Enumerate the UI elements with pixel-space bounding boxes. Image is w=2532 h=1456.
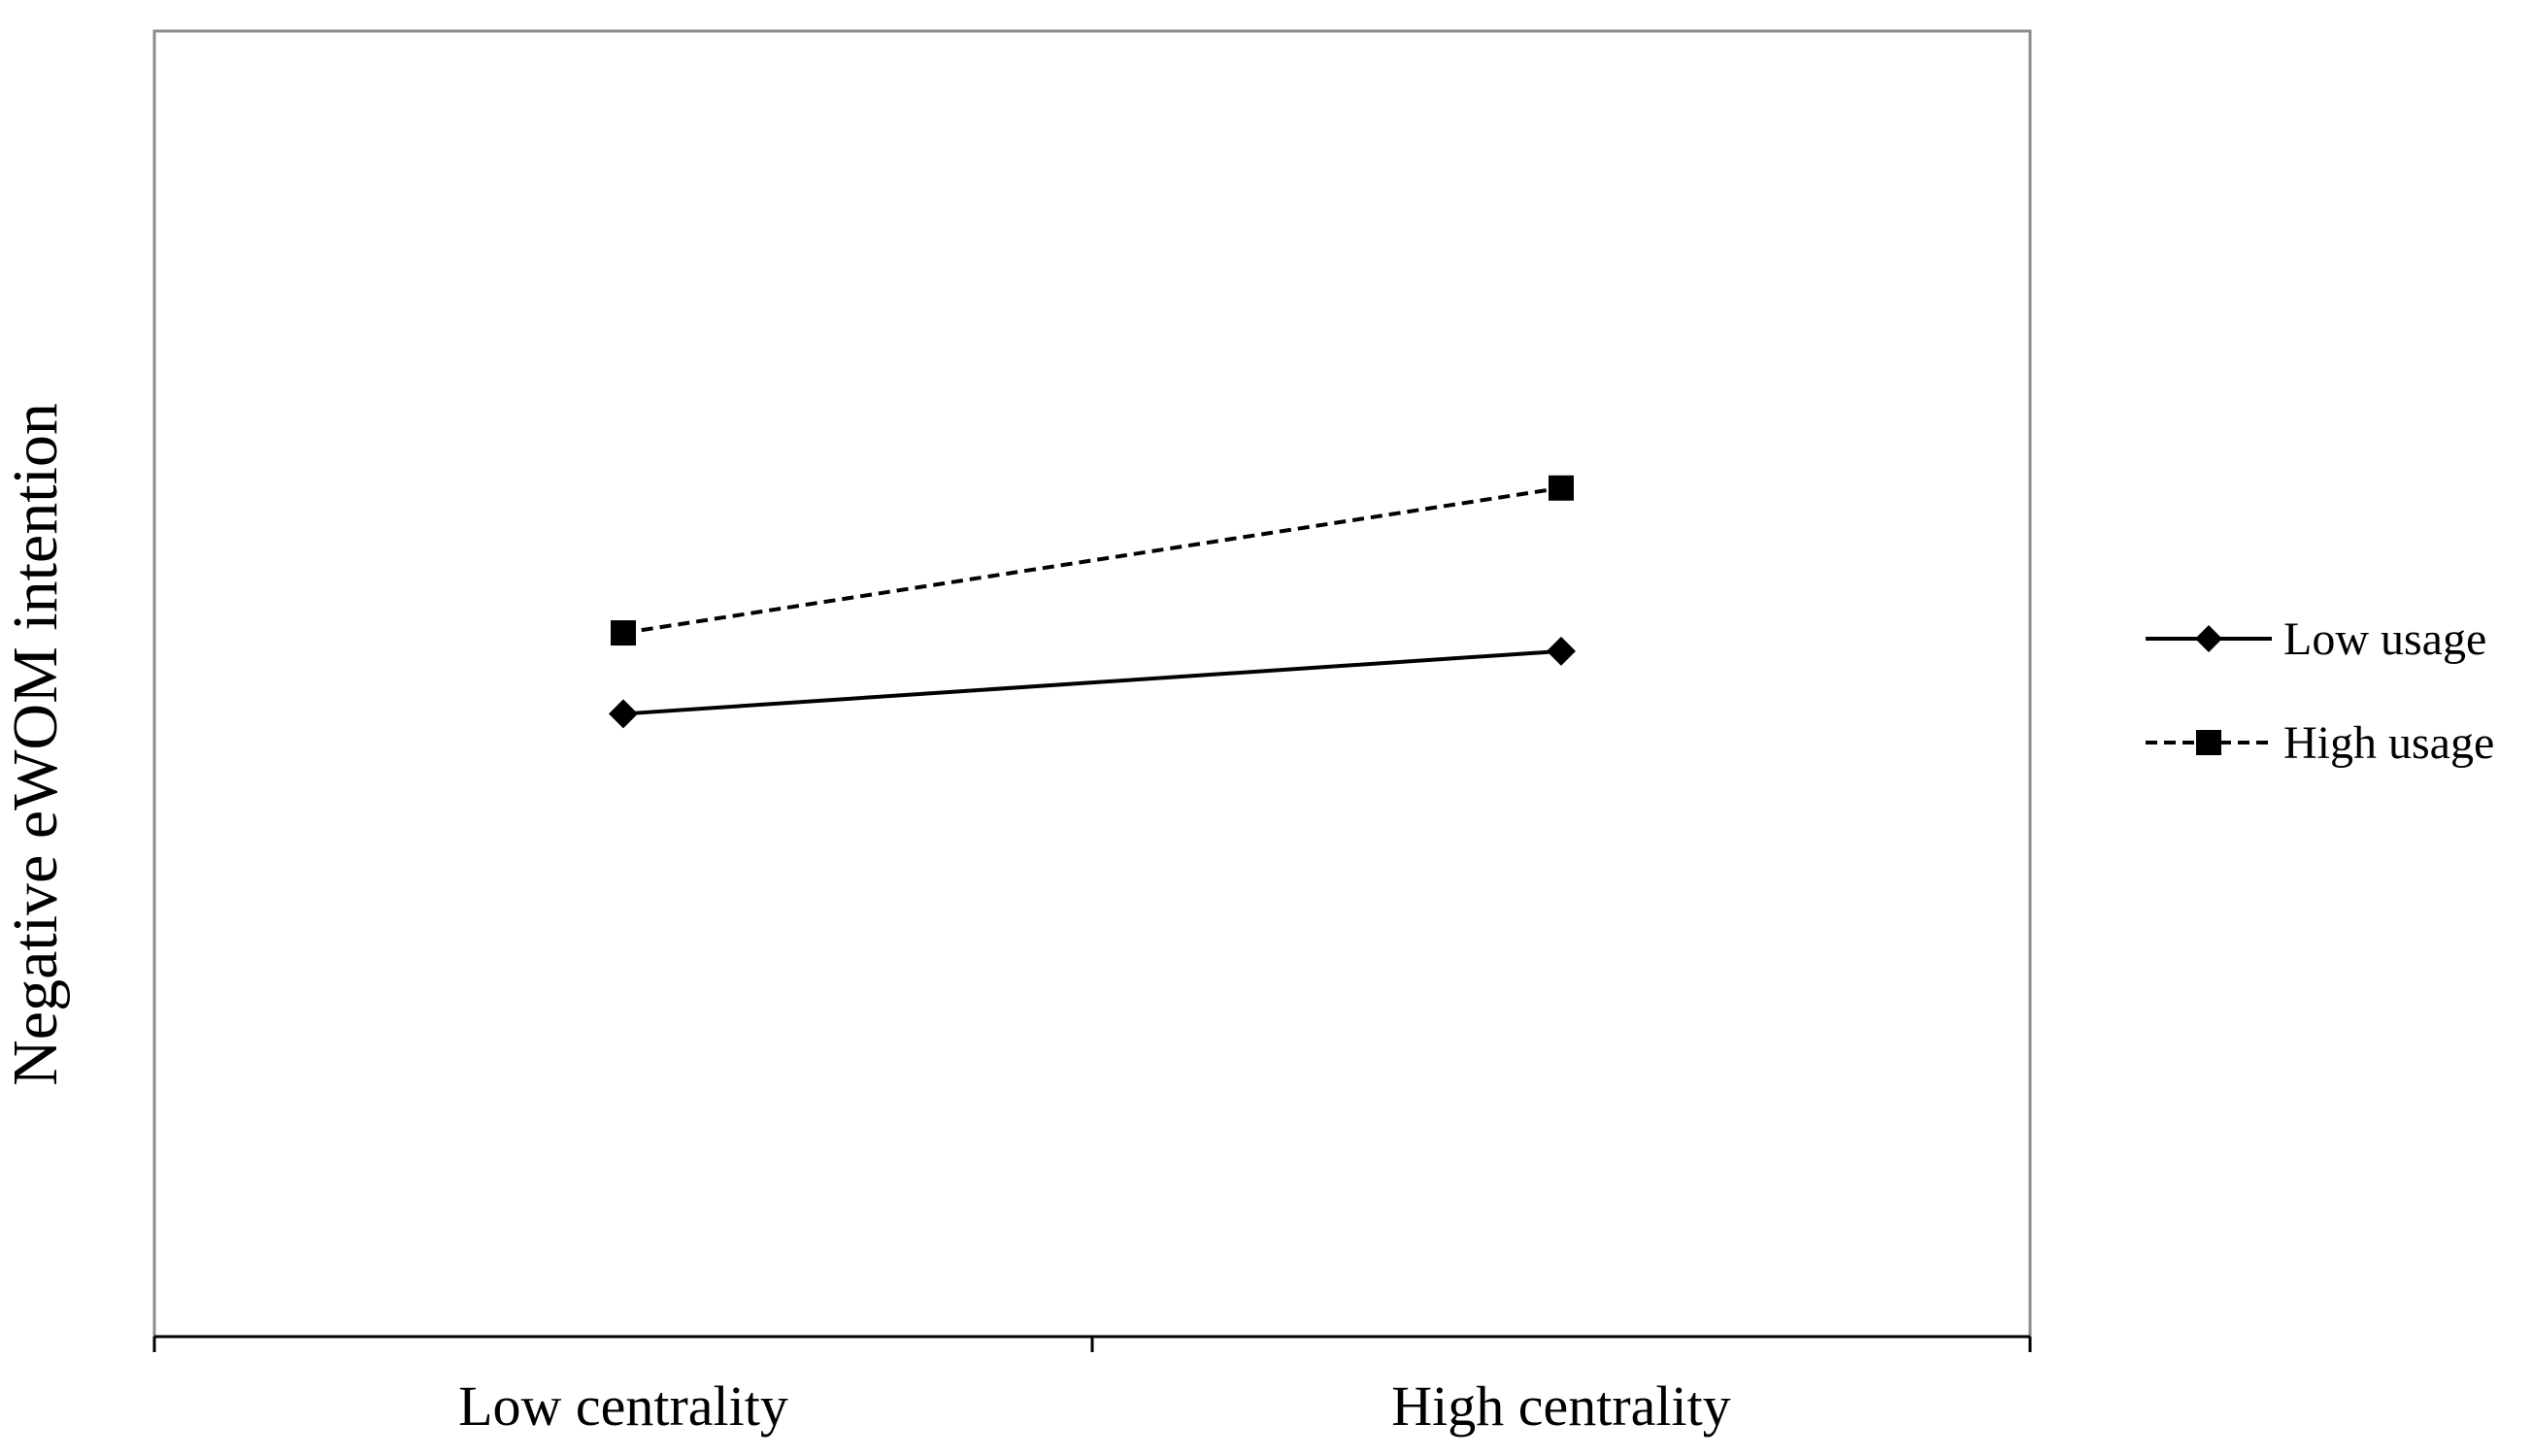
series-line — [622, 485, 1562, 636]
x-ticks — [152, 1337, 2032, 1352]
data-point — [1547, 636, 1576, 666]
series-2 — [611, 475, 1574, 646]
legend-label: Low usage — [2283, 613, 2486, 665]
legend-item: High usage — [2146, 717, 2494, 769]
data-point — [611, 620, 636, 646]
series-layer — [609, 475, 1576, 729]
series-1 — [609, 636, 1576, 729]
legend-marker — [2195, 625, 2222, 652]
legend-item: Low usage — [2146, 613, 2486, 665]
x-tick-label: High centrality — [1391, 1374, 1731, 1438]
legend: Low usage High usage — [2146, 613, 2494, 769]
x-tick-labels: Low centrality High centrality — [458, 1374, 1731, 1438]
y-axis-title: Negative eWOM intention — [0, 403, 71, 1086]
legend-label: High usage — [2283, 717, 2494, 769]
series-line — [622, 648, 1562, 716]
data-point — [1549, 475, 1574, 501]
x-tick-label: Low centrality — [458, 1374, 788, 1438]
legend-marker — [2196, 730, 2221, 755]
data-point — [609, 699, 638, 729]
